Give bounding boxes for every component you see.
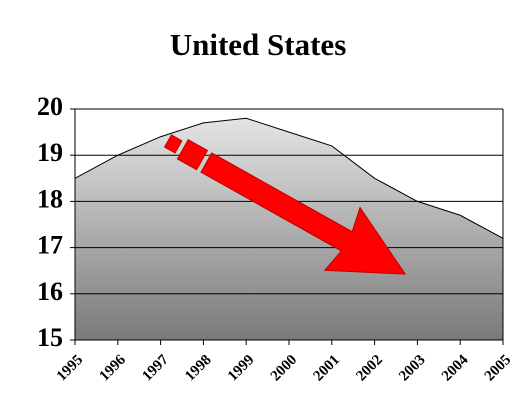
x-tick-label: 1995 [54,352,87,385]
x-tick-label: 2003 [396,352,429,385]
x-tick-label: 1997 [139,352,172,385]
arrow-dash [163,134,183,154]
area [75,118,503,341]
y-tick-label: 19 [37,138,63,167]
arrow-dash [176,139,209,171]
y-tick-label: 18 [37,184,63,213]
x-tick-label: 2005 [482,352,515,385]
x-tick-label: 1996 [97,352,130,385]
y-tick-label: 20 [37,92,63,121]
y-tick-label: 15 [37,323,63,352]
y-tick-label: 16 [37,277,63,306]
chart-title: United States [170,27,347,62]
area-outline [74,117,504,239]
y-tick-label: 17 [37,231,63,260]
x-tick-label: 2004 [439,352,472,385]
x-tick-label: 2001 [311,352,344,385]
trend-arrow [163,134,407,275]
plot-area: 15 16 17 18 19 20 1995 1996 1997 1998 1999 2000 2001… [37,92,514,385]
x-tick-label: 1999 [225,352,258,385]
x-tick-label: 1998 [182,352,215,385]
x-tick-label: 2002 [353,352,386,385]
x-tick-label: 2000 [268,352,301,385]
arrow [200,152,407,275]
